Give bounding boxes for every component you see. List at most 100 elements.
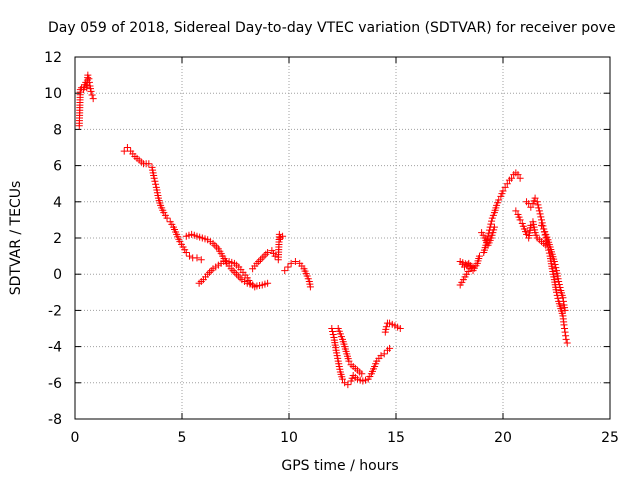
y-tick-label: -8 — [48, 412, 62, 428]
data-point — [251, 283, 259, 291]
data-point — [329, 328, 337, 336]
data-point — [204, 270, 212, 278]
data-point — [341, 379, 349, 387]
data-point — [209, 239, 217, 247]
data-point — [512, 207, 520, 215]
data-point — [145, 160, 153, 168]
data-point — [256, 256, 264, 264]
data-point — [516, 216, 524, 224]
data-point — [514, 171, 522, 179]
data-point — [207, 267, 215, 275]
data-point — [555, 280, 563, 288]
data-point — [253, 259, 261, 267]
data-point — [380, 350, 388, 358]
data-point — [553, 288, 560, 296]
data-point — [87, 87, 95, 95]
y-tick-label: 4 — [53, 195, 62, 211]
x-tick-label: 25 — [601, 430, 619, 446]
series-seg-m — [523, 194, 571, 347]
series-seg-b — [120, 144, 205, 264]
series-seg-n — [538, 221, 569, 314]
data-point — [84, 71, 92, 79]
x-tick-label: 5 — [178, 430, 187, 446]
series-seg-k — [478, 223, 498, 249]
data-point — [152, 180, 160, 188]
data-point — [538, 221, 546, 229]
data-point — [358, 370, 366, 378]
data-point — [260, 252, 268, 260]
data-point — [508, 174, 516, 182]
y-tick-label: 8 — [53, 122, 62, 138]
data-point — [227, 265, 235, 273]
data-point — [488, 217, 496, 225]
data-point — [328, 325, 336, 332]
series-seg-l — [512, 207, 550, 249]
data-point — [377, 352, 385, 360]
data-point — [527, 203, 535, 211]
series-seg-f — [281, 258, 314, 291]
data-point — [258, 254, 266, 262]
data-point — [559, 297, 567, 305]
data-point — [193, 254, 201, 262]
data-point — [563, 339, 571, 347]
data-point — [344, 381, 352, 389]
chart-title: Day 059 of 2018, Sidereal Day-to-day VTE… — [48, 20, 616, 36]
series-seg-h — [334, 319, 404, 378]
y-axis-title: SDTVAR / TECUs — [8, 181, 24, 296]
data-point — [396, 325, 404, 332]
data-point — [501, 183, 509, 191]
y-tick-label: -6 — [48, 376, 62, 392]
data-point — [555, 277, 563, 285]
data-point — [484, 232, 492, 240]
data-point — [163, 214, 171, 222]
data-point — [306, 283, 314, 291]
data-point — [262, 250, 270, 258]
data-point — [281, 267, 289, 275]
data-point — [85, 78, 93, 86]
y-tick-label: 2 — [53, 231, 62, 247]
data-point — [185, 252, 193, 260]
data-point — [386, 344, 394, 352]
x-axis-title: GPS time / hours — [281, 458, 398, 474]
data-point — [89, 95, 97, 103]
data-point — [150, 174, 158, 182]
data-points — [75, 71, 571, 389]
data-point — [562, 335, 570, 343]
data-point — [275, 230, 283, 238]
data-point — [554, 294, 562, 302]
y-tick-label: 6 — [53, 159, 62, 175]
data-point — [197, 256, 205, 264]
data-point — [533, 198, 541, 206]
data-point — [287, 259, 295, 267]
data-point — [255, 258, 263, 266]
y-tick-label: 12 — [44, 50, 62, 66]
data-point — [151, 177, 159, 185]
series-seg-j — [480, 169, 524, 256]
data-point — [516, 174, 524, 182]
data-point — [213, 243, 221, 251]
data-point — [551, 261, 559, 269]
data-point — [531, 194, 539, 202]
data-point — [495, 196, 503, 204]
data-point — [382, 323, 390, 331]
y-tick-label: 10 — [44, 86, 62, 102]
data-point — [329, 331, 337, 339]
y-tick-label: -2 — [48, 303, 62, 319]
data-point — [559, 294, 567, 302]
data-point — [536, 210, 544, 218]
data-point — [234, 272, 242, 280]
data-point — [562, 332, 570, 340]
data-point — [561, 325, 569, 332]
data-point — [490, 223, 498, 231]
tick-labels: 0 5 10 15 20 25 -8 -6 -4 -2 0 2 4 6 8 10 12 — [44, 50, 619, 446]
y-tick-label: -4 — [48, 340, 62, 356]
data-point — [264, 248, 272, 256]
data-point — [120, 147, 128, 155]
data-point — [535, 204, 543, 212]
data-point — [229, 267, 237, 275]
data-point — [123, 144, 131, 151]
series-seg-g — [328, 325, 394, 389]
data-point — [556, 283, 564, 291]
x-tick-label: 10 — [280, 430, 298, 446]
